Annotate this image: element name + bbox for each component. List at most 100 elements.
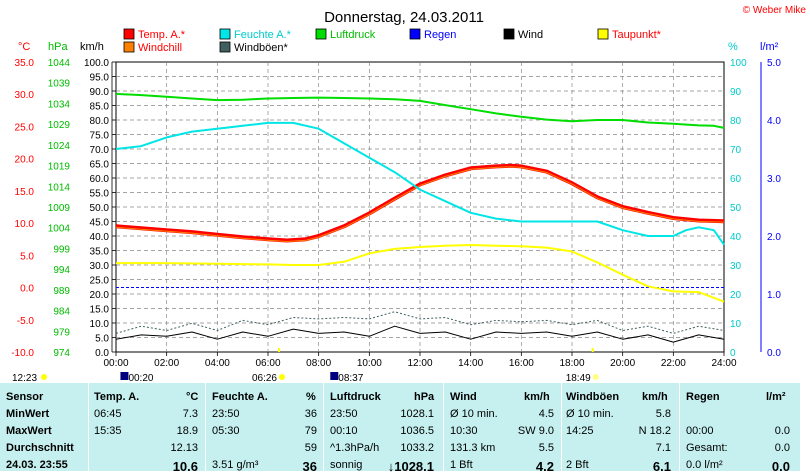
temp-tick-label: 30.0 bbox=[15, 90, 35, 101]
stat-cell-temp-val: 10.6 bbox=[172, 459, 198, 474]
chart-legend: Temp. A.* Feuchte A.* Luftdruck Regen Wind Ta… bbox=[123, 28, 662, 54]
humidity-tick-label: 90 bbox=[730, 87, 742, 98]
sunrise-icon bbox=[278, 374, 285, 380]
statistics-table: Sensor Temp. A. °C Feuchte A. % Luftdruc… bbox=[0, 383, 800, 474]
time-tick-label: 12:00 bbox=[407, 358, 432, 369]
wind-tick-label: 95.0 bbox=[90, 73, 110, 84]
sunset-label: 18:49 bbox=[566, 373, 591, 383]
header-temp: Temp. A. bbox=[94, 391, 140, 403]
time-tick-label: 18:00 bbox=[559, 358, 584, 369]
stat-cell-wind-val: 4.2 bbox=[535, 459, 554, 474]
rain-tick-label: 4.0 bbox=[767, 116, 781, 127]
wind-tick-label: 20.0 bbox=[90, 290, 110, 301]
stat-cell-label: 24.03. 23:55 bbox=[6, 459, 68, 471]
series-line bbox=[116, 244, 725, 303]
header-sensor: Sensor bbox=[6, 391, 44, 403]
rain-tick-label: 1.0 bbox=[767, 290, 781, 301]
wind-tick-label: 90.0 bbox=[90, 87, 110, 98]
rain-tick-label: 3.0 bbox=[767, 174, 781, 185]
windchill-line bbox=[115, 166, 725, 243]
stat-cell-rain-time: Gesamt: bbox=[686, 442, 728, 454]
rain-axis-unit: l/m² bbox=[760, 41, 779, 53]
header-gust: Windböen bbox=[566, 391, 620, 403]
pressure-tick-label: 1044 bbox=[48, 58, 71, 69]
legend-label: Windböen* bbox=[234, 42, 289, 54]
legend-label: Taupunkt* bbox=[612, 29, 662, 41]
temp-tick-label: 15.0 bbox=[15, 187, 35, 198]
sun-icon bbox=[41, 374, 47, 380]
stat-cell-press-time: 23:50 bbox=[330, 408, 358, 420]
wind-axis-unit: km/h bbox=[80, 41, 104, 53]
sun-moon-markers: 12:23 00:20 06:26 08:37 18:49 bbox=[12, 348, 599, 383]
series-line bbox=[115, 163, 725, 243]
stat-cell-press-val: 1033.2 bbox=[400, 442, 434, 454]
legend-swatch bbox=[219, 28, 231, 40]
stat-cell-gust-val: N 18.2 bbox=[638, 425, 671, 437]
humidity-tick-label: 50 bbox=[730, 203, 742, 214]
legend-swatch bbox=[597, 28, 609, 40]
temp-tick-label: 10.0 bbox=[15, 219, 35, 230]
stat-cell-press-val: 1028.1 bbox=[400, 408, 434, 420]
grid-lines bbox=[116, 62, 724, 352]
left-time-label: 12:23 bbox=[12, 373, 37, 383]
time-tick-label: 22:00 bbox=[661, 358, 686, 369]
weather-chart: Donnerstag, 24.03.2011 © Weber Mike Temp… bbox=[11, 5, 807, 383]
temp-tick-label: 35.0 bbox=[15, 58, 35, 69]
legend-swatch bbox=[219, 41, 231, 53]
wind-tick-label: 30.0 bbox=[90, 261, 110, 272]
stat-cell-label: MinWert bbox=[6, 408, 50, 420]
temp-tick-label: 5.0 bbox=[20, 251, 34, 262]
time-tick-label: 04:00 bbox=[205, 358, 230, 369]
copyright-label: © Weber Mike bbox=[743, 5, 807, 16]
pressure-tick-label: 1029 bbox=[48, 120, 71, 131]
stat-cell-wind-time: 10:30 bbox=[450, 425, 478, 437]
stat-cell-rain-time: 00:00 bbox=[686, 425, 714, 437]
temp-tick-label: 25.0 bbox=[15, 122, 35, 133]
moonset-icon bbox=[330, 372, 339, 380]
header-temp-unit: °C bbox=[186, 391, 199, 403]
stat-cell-hum-time: 05:30 bbox=[212, 425, 240, 437]
header-humidity: Feuchte A. bbox=[212, 391, 268, 403]
wind-tick-label: 40.0 bbox=[90, 232, 110, 243]
wind-tick-label: 0.0 bbox=[95, 348, 109, 359]
humidity-tick-label: 100 bbox=[730, 58, 747, 69]
legend-swatch bbox=[123, 41, 135, 53]
stat-cell-gust-val: 5.8 bbox=[655, 408, 671, 420]
temp-tick-label: 0.0 bbox=[20, 284, 34, 295]
stat-cell-wind-time: Ø 10 min. bbox=[450, 408, 498, 420]
pressure-tick-label: 994 bbox=[53, 265, 70, 276]
stat-cell-temp-val: 18.9 bbox=[176, 425, 198, 437]
pressure-tick-label: 999 bbox=[53, 244, 70, 255]
humidity-tick-label: 0 bbox=[730, 348, 736, 359]
wind-tick-label: 80.0 bbox=[90, 116, 110, 127]
wind-tick-label: 85.0 bbox=[90, 102, 110, 113]
pressure-tick-label: 1024 bbox=[48, 141, 71, 152]
stat-cell-wind-val: 5.5 bbox=[538, 442, 554, 454]
time-tick-label: 06:00 bbox=[255, 358, 280, 369]
pressure-tick-label: 1014 bbox=[48, 182, 71, 193]
wind-tick-label: 35.0 bbox=[90, 247, 110, 258]
stat-cell-gust-time: 14:25 bbox=[566, 425, 594, 437]
stat-cell-rain-val: 0.0 bbox=[771, 459, 790, 474]
pressure-tick-label: 1039 bbox=[48, 79, 71, 90]
stat-cell-wind-time: 1 Bft bbox=[450, 459, 473, 471]
series-line bbox=[115, 311, 725, 334]
stat-cell-wind-val: 4.5 bbox=[538, 408, 554, 420]
time-tick-label: 16:00 bbox=[509, 358, 534, 369]
axis-tick-labels: 35.0 30.0 25.0 20.0 15.0 10.0 5.0 0.0 -5.0 -10.0 1… bbox=[11, 58, 781, 369]
stat-cell-label: Durchschnitt bbox=[6, 442, 74, 454]
header-wind: Wind bbox=[450, 391, 477, 403]
time-tick-label: 00:00 bbox=[103, 358, 128, 369]
temp-tick-label: -10.0 bbox=[11, 348, 34, 359]
pressure-tick-label: 974 bbox=[53, 348, 70, 359]
humidity-tick-label: 20 bbox=[730, 290, 742, 301]
wind-tick-label: 15.0 bbox=[90, 305, 110, 316]
moonrise-icon bbox=[120, 372, 129, 380]
legend-swatch bbox=[123, 28, 135, 40]
humidity-tick-label: 60 bbox=[730, 174, 742, 185]
moonrise-label: 00:20 bbox=[128, 373, 153, 383]
stat-cell-hum-val: 59 bbox=[304, 442, 317, 454]
stat-cell-hum-val: 79 bbox=[304, 425, 317, 437]
header-pressure: Luftdruck bbox=[330, 391, 381, 403]
pressure-tick-label: 989 bbox=[53, 286, 70, 297]
